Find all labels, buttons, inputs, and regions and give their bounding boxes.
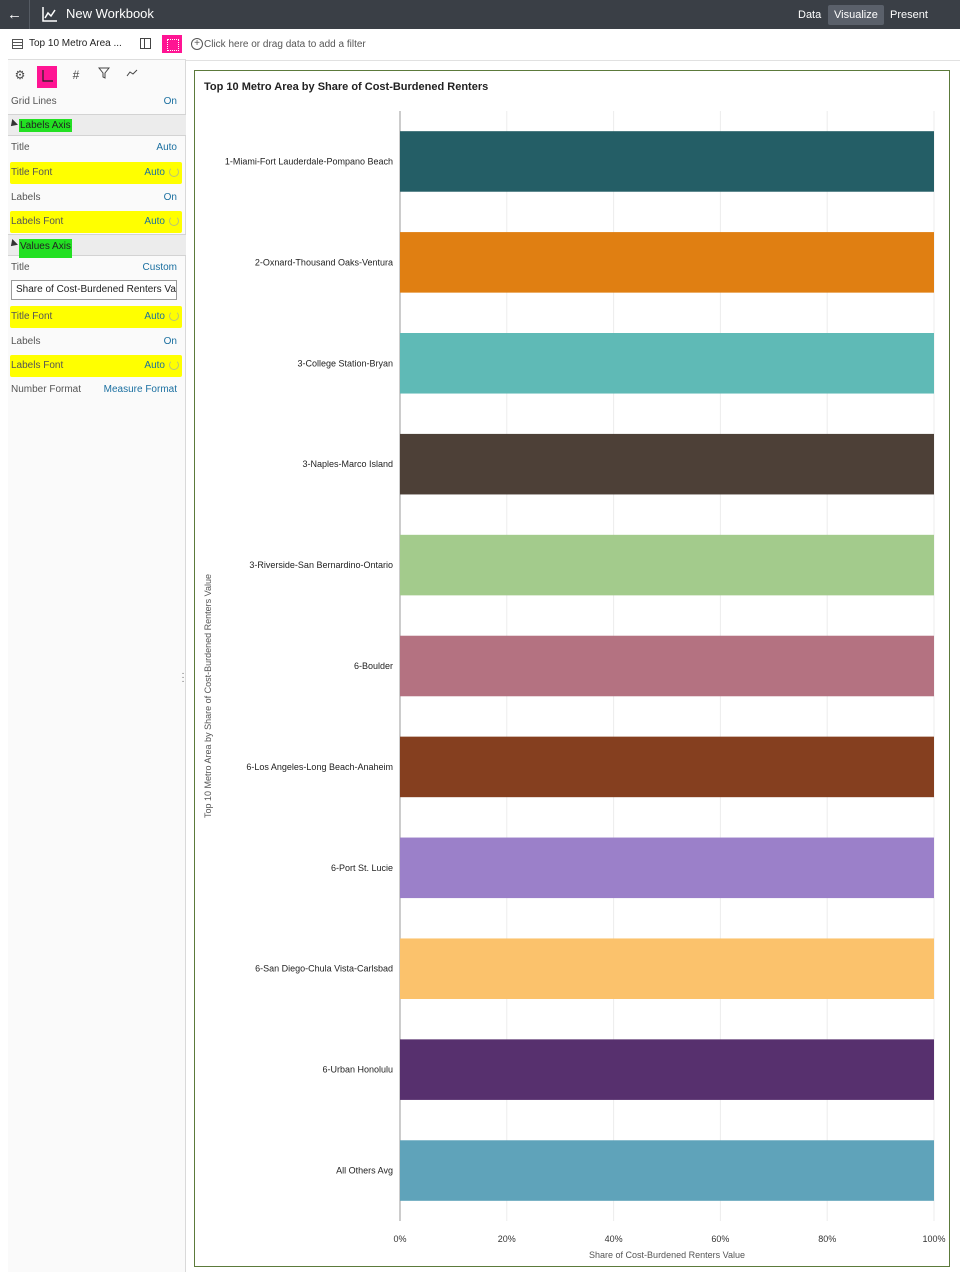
number-format-row: Number Format Measure Format: [8, 379, 186, 401]
grammar-panel-icon[interactable]: [162, 35, 182, 53]
collapse-triangle-icon: [8, 119, 18, 129]
values-axis-section-label: Values Axis: [19, 239, 72, 258]
tab-data[interactable]: Data: [798, 9, 822, 21]
category-label: 1-Miami-Fort Lauderdale-Pompano Beach: [225, 156, 393, 166]
table-icon: [12, 39, 23, 49]
bar[interactable]: [400, 938, 934, 999]
reset-icon[interactable]: [169, 360, 179, 370]
labels-axis-section[interactable]: Labels Axis: [8, 114, 186, 136]
values-axis-title-font-row: Title Font Auto: [10, 306, 182, 328]
labels-axis-title-font-row: Title Font Auto: [10, 162, 182, 184]
bar[interactable]: [400, 333, 934, 394]
title-value[interactable]: Auto: [156, 142, 177, 153]
panel-resize-handle[interactable]: · · ·: [181, 668, 185, 687]
bar[interactable]: [400, 131, 934, 192]
viz-selector[interactable]: Top 10 Metro Area ...: [8, 29, 186, 60]
labels-axis-section-label: Labels Axis: [19, 119, 72, 132]
general-gear-icon[interactable]: ⚙: [14, 68, 26, 82]
tab-present[interactable]: Present: [890, 9, 928, 21]
category-label: 6-Port St. Lucie: [331, 863, 393, 873]
labels-value[interactable]: On: [163, 192, 177, 203]
category-label: 6-Los Angeles-Long Beach-Anaheim: [246, 762, 393, 772]
category-label: 2-Oxnard-Thousand Oaks-Ventura: [255, 257, 393, 267]
number-format-value[interactable]: Measure Format: [103, 384, 177, 395]
x-tick-label: 60%: [711, 1234, 729, 1244]
y-axis-title: Top 10 Metro Area by Share of Cost-Burde…: [203, 574, 213, 818]
filter-funnel-icon[interactable]: [96, 67, 112, 83]
values-axis-title-row: Title Custom: [8, 257, 186, 279]
category-label: All Others Avg: [336, 1166, 393, 1176]
category-label: 6-Boulder: [354, 661, 393, 671]
title-font-label: Title Font: [11, 167, 53, 178]
property-tabs: ⚙ #: [8, 60, 186, 90]
bar[interactable]: [400, 232, 934, 293]
workbook-title: New Workbook: [66, 6, 154, 21]
values-axis-title-input[interactable]: Share of Cost-Burdened Renters Value: [11, 280, 177, 300]
x-tick-label: 40%: [605, 1234, 623, 1244]
chart-title: Top 10 Metro Area by Share of Cost-Burde…: [204, 81, 489, 93]
bar-chart[interactable]: 0% 20% 40% 60% 80% 100% 1-Miami-Fort Lauderdal…: [195, 71, 951, 1268]
title-value[interactable]: Custom: [142, 262, 177, 273]
analytics-trend-icon[interactable]: [124, 67, 140, 83]
reset-icon[interactable]: [169, 216, 179, 226]
labels-axis-labels-font-row: Labels Font Auto: [10, 211, 182, 233]
category-label: 3-Riverside-San Bernardino-Ontario: [249, 560, 393, 570]
filter-placeholder[interactable]: Click here or drag data to add a filter: [204, 39, 366, 50]
reset-icon[interactable]: [169, 167, 179, 177]
category-label: 6-San Diego-Chula Vista-Carlsbad: [255, 964, 393, 974]
grid-lines-value[interactable]: On: [163, 96, 177, 107]
x-tick-label: 100%: [922, 1234, 945, 1244]
labels-axis-title-row: Title Auto: [8, 137, 186, 159]
category-label: 3-Naples-Marco Island: [302, 459, 393, 469]
bar[interactable]: [400, 1039, 934, 1100]
x-tick-label: 20%: [498, 1234, 516, 1244]
collapse-triangle-icon: [8, 239, 18, 249]
title-label: Title: [11, 262, 30, 273]
labels-label: Labels: [11, 336, 41, 347]
title-font-value[interactable]: Auto: [144, 167, 165, 178]
viz-name[interactable]: Top 10 Metro Area ...: [29, 38, 122, 49]
labels-label: Labels: [11, 192, 41, 203]
visualization-canvas[interactable]: Top 10 Metro Area by Share of Cost-Burde…: [194, 70, 950, 1267]
workbook-icon: [42, 7, 57, 22]
grid-lines-row: Grid Lines On: [8, 91, 186, 113]
back-arrow-icon[interactable]: ←: [0, 0, 30, 29]
labels-font-value[interactable]: Auto: [144, 216, 165, 227]
labels-value[interactable]: On: [163, 336, 177, 347]
bar[interactable]: [400, 534, 934, 596]
filter-bar[interactable]: + Click here or drag data to add a filte…: [186, 29, 960, 61]
top-bar: ← New Workbook Data Visualize Present: [0, 0, 960, 29]
reset-icon[interactable]: [169, 311, 179, 321]
category-label: 6-Urban Honolulu: [322, 1065, 393, 1075]
bar[interactable]: [400, 1140, 934, 1201]
grid-lines-label: Grid Lines: [11, 96, 57, 107]
labels-font-value[interactable]: Auto: [144, 360, 165, 371]
labels-axis-labels-row: Labels On: [8, 187, 186, 209]
data-panel-icon[interactable]: [140, 38, 151, 49]
values-axis-section[interactable]: Values Axis: [8, 234, 186, 258]
labels-font-label: Labels Font: [11, 360, 64, 371]
number-format-label: Number Format: [11, 384, 82, 395]
axis-tab-icon[interactable]: [37, 66, 57, 88]
title-font-value[interactable]: Auto: [144, 311, 165, 322]
bar[interactable]: [400, 433, 934, 495]
title-label: Title: [11, 142, 30, 153]
number-hash-icon[interactable]: #: [72, 68, 80, 82]
x-axis-title: Share of Cost-Burdened Renters Value: [589, 1250, 745, 1260]
x-tick-label: 80%: [818, 1234, 836, 1244]
bar[interactable]: [400, 635, 934, 697]
title-font-label: Title Font: [11, 311, 53, 322]
labels-font-label: Labels Font: [11, 216, 64, 227]
values-axis-labels-row: Labels On: [8, 331, 186, 353]
category-label: 3-College Station-Bryan: [297, 358, 393, 368]
bar[interactable]: [400, 736, 934, 798]
properties-panel: Top 10 Metro Area ... ⚙ # Grid Lines On …: [8, 29, 186, 1272]
x-tick-label: 0%: [393, 1234, 406, 1244]
add-filter-plus-icon[interactable]: +: [191, 38, 203, 50]
tab-visualize[interactable]: Visualize: [828, 5, 884, 25]
values-axis-labels-font-row: Labels Font Auto: [10, 355, 182, 377]
bar[interactable]: [400, 837, 934, 899]
